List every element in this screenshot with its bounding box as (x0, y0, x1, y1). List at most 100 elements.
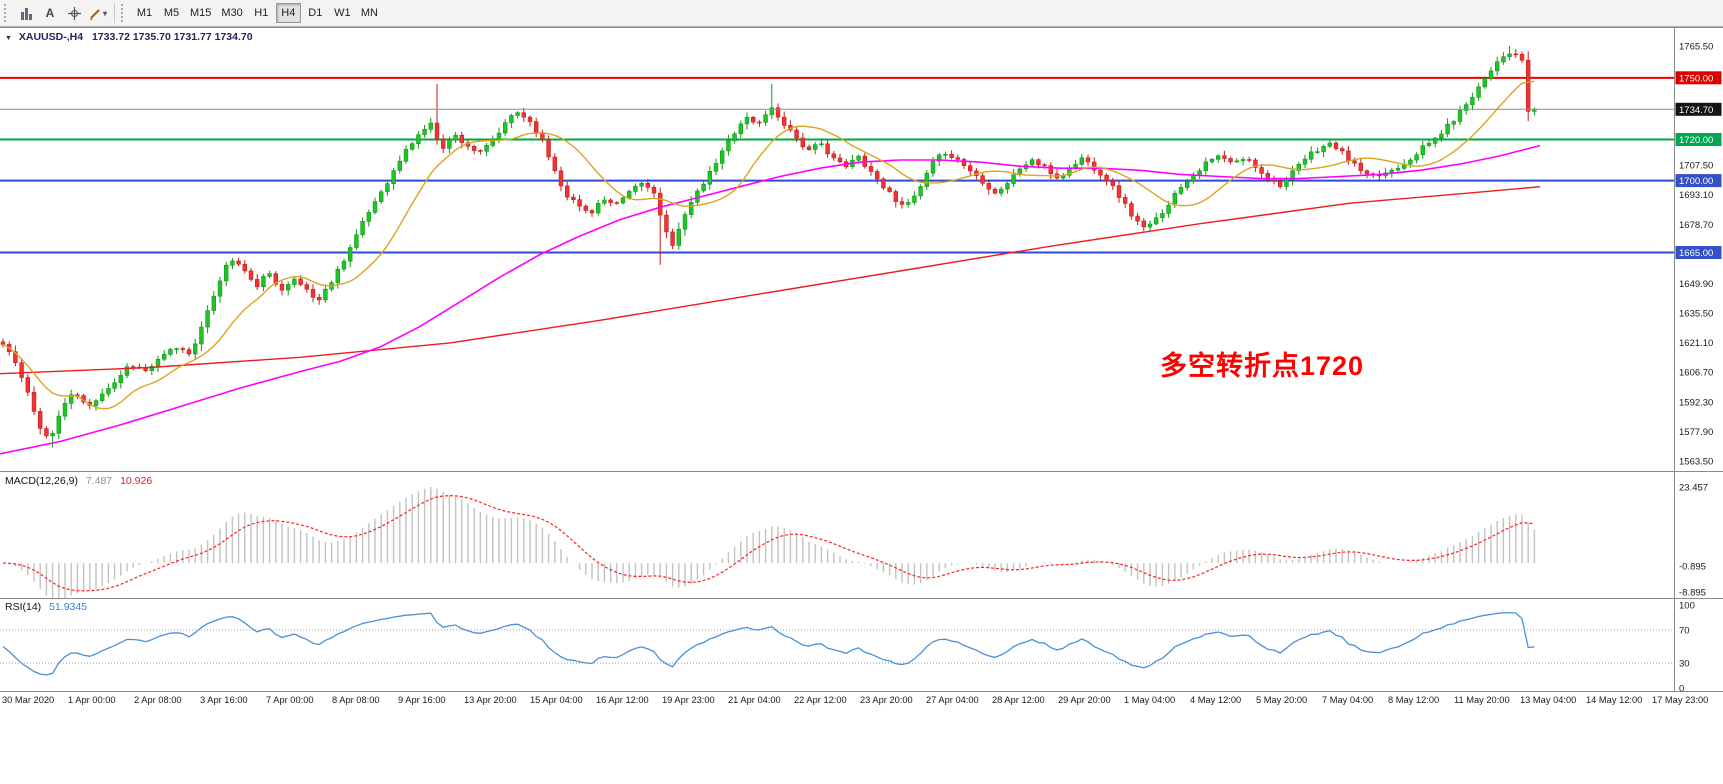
time-label: 28 Apr 12:00 (992, 695, 1045, 705)
timeframe-d1[interactable]: D1 (303, 3, 328, 23)
price-tick: 1707.50 (1679, 161, 1713, 172)
candle (484, 145, 489, 152)
price-tick: 1649.90 (1679, 279, 1713, 290)
candle (521, 112, 527, 118)
candle (719, 150, 725, 164)
time-label: 21 Apr 04:00 (728, 695, 781, 705)
chart-canvas[interactable]: 1765.50 1707.50 1693.10 1678.70 1649.90 1635.… (0, 27, 1723, 712)
candle (1085, 157, 1091, 163)
candle (1265, 173, 1271, 181)
candle (162, 353, 167, 360)
candle (453, 134, 458, 141)
candle (1036, 159, 1041, 165)
chart-annotation: 多空转折点1720 (1160, 351, 1365, 381)
timeframe-h4[interactable]: H4 (275, 3, 301, 23)
candle (781, 116, 787, 126)
candle (255, 279, 260, 288)
candle (1470, 97, 1475, 106)
candle (459, 134, 464, 143)
candle (62, 402, 68, 417)
candle (732, 133, 737, 142)
candle (1116, 185, 1122, 198)
candle (366, 212, 371, 222)
chart-collapse-icon[interactable]: ▼ (5, 35, 12, 42)
toolbar-grip[interactable] (4, 4, 10, 22)
toolbar: A ▾ M1 M5 M15 M30 H1 H4 D1 W1 MN (0, 0, 1723, 27)
timeframe-h1[interactable]: H1 (249, 3, 274, 23)
candle (335, 268, 340, 283)
candle (1129, 203, 1134, 217)
chevron-down-icon: ▾ (102, 8, 107, 18)
candle (1147, 223, 1153, 228)
candle (1247, 159, 1252, 161)
candle (347, 247, 353, 262)
candle (0, 341, 6, 345)
candle (1110, 180, 1116, 186)
timeframe-mn[interactable]: MN (357, 3, 382, 23)
candle (980, 175, 985, 184)
candle (831, 153, 837, 159)
bar-chart-icon[interactable] (14, 2, 38, 24)
candle (620, 197, 626, 204)
time-label: 16 Apr 12:00 (596, 695, 649, 705)
toolbar-grip[interactable] (121, 4, 127, 22)
candle (385, 183, 390, 193)
price-tick: 1563.50 (1679, 457, 1713, 468)
text-tool-icon[interactable]: A (45, 6, 55, 20)
candle (502, 122, 508, 134)
macd-indicator-label: MACD(12,26,9) 7.487 10.926 (5, 475, 152, 487)
candle (1005, 183, 1010, 190)
candle (224, 264, 229, 282)
candle (434, 122, 440, 140)
candle (1315, 151, 1320, 153)
macd-name: MACD(12,26,9) (5, 475, 78, 487)
candle (1333, 142, 1339, 149)
candle (1513, 53, 1519, 56)
candle (1439, 133, 1444, 139)
timeframe-m15[interactable]: M15 (186, 3, 215, 23)
candle (1327, 142, 1333, 147)
time-label: 5 May 20:00 (1256, 695, 1307, 705)
candle (1340, 148, 1345, 152)
time-label: 27 Apr 04:00 (926, 695, 979, 705)
candle (1457, 110, 1463, 122)
candle (1048, 165, 1054, 175)
price-badge (1675, 174, 1722, 188)
draw-tools-icon[interactable]: ▾ (86, 2, 110, 24)
candle (775, 107, 781, 118)
macd-signal-value: 10.926 (120, 475, 153, 487)
price-badge-label: 1700.00 (1679, 176, 1713, 187)
candle (1346, 150, 1351, 162)
candle (25, 377, 30, 393)
candle (1073, 164, 1078, 169)
candle (1519, 53, 1525, 61)
candle (44, 428, 49, 437)
candle (409, 143, 415, 150)
rsi-line (2, 611, 1535, 676)
candle (1488, 70, 1494, 79)
candle (248, 270, 254, 280)
candle (378, 191, 384, 203)
timeframe-m5[interactable]: M5 (159, 3, 184, 23)
candle (583, 205, 589, 211)
timeframe-m1[interactable]: M1 (132, 3, 157, 23)
candle (106, 388, 111, 395)
candle (1209, 159, 1215, 163)
candle (310, 288, 316, 298)
candle (1358, 162, 1364, 172)
candle (713, 163, 719, 172)
time-label: 8 Apr 08:00 (332, 695, 380, 705)
crosshair-icon[interactable] (62, 2, 86, 24)
price-badge-label: 1720.00 (1679, 135, 1713, 146)
candle (1296, 164, 1302, 172)
candle (1098, 169, 1103, 176)
candle (112, 382, 117, 389)
candle (1476, 86, 1481, 98)
timeframe-m30[interactable]: M30 (217, 3, 246, 23)
timeframe-w1[interactable]: W1 (330, 3, 355, 23)
candle (69, 394, 74, 404)
candle (614, 202, 620, 204)
candle (1420, 145, 1426, 155)
candle (155, 358, 161, 367)
macd-axis-label: 23.457 (1679, 483, 1708, 494)
